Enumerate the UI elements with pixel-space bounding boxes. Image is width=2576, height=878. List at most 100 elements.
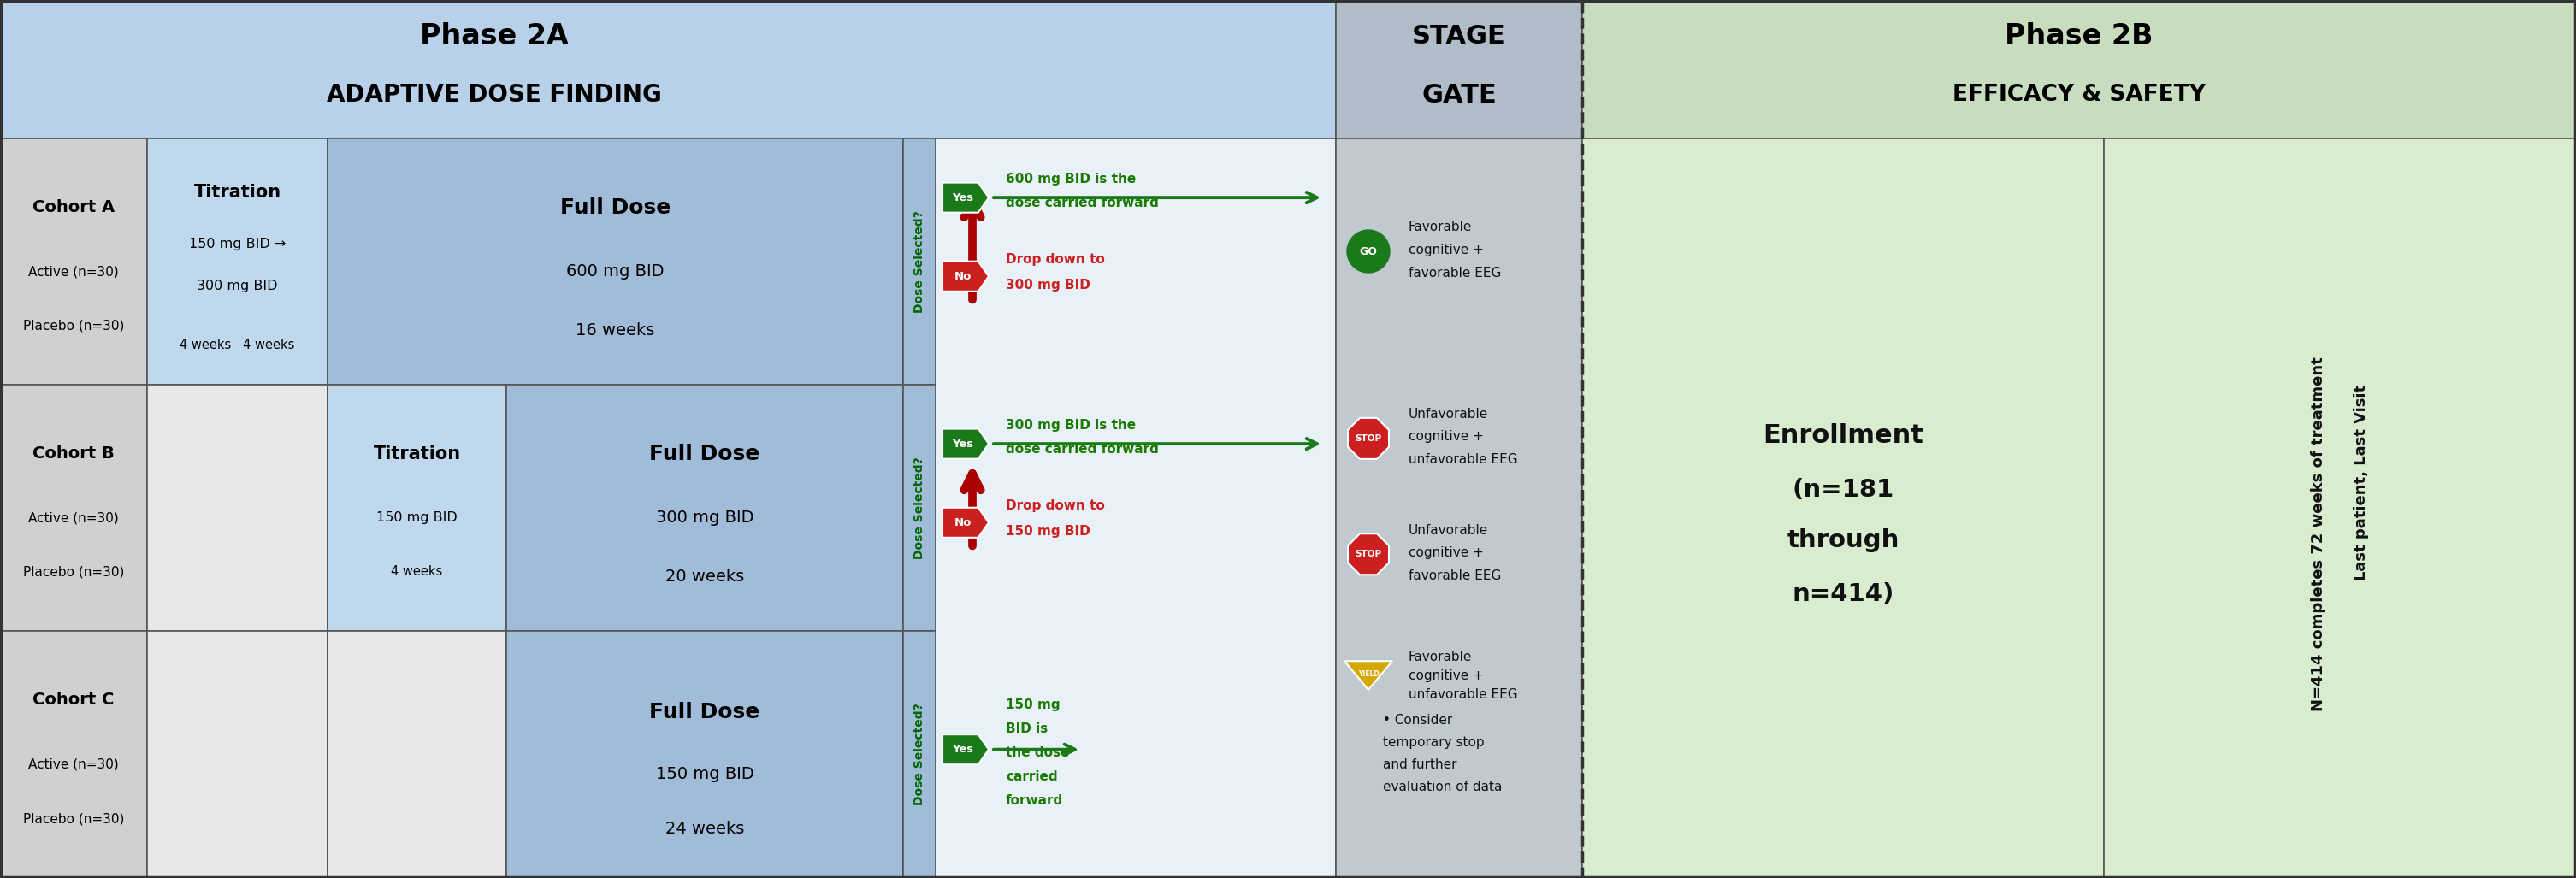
Text: Cohort B: Cohort B <box>33 445 113 462</box>
Text: Dose Selected?: Dose Selected? <box>914 703 925 806</box>
FancyBboxPatch shape <box>507 385 904 631</box>
Polygon shape <box>943 428 989 459</box>
Text: Active (n=30): Active (n=30) <box>28 265 118 277</box>
Text: Drop down to: Drop down to <box>1005 499 1105 512</box>
Text: No: No <box>953 270 971 282</box>
Text: YIELD: YIELD <box>1358 670 1378 678</box>
FancyBboxPatch shape <box>507 631 904 878</box>
Text: dose carried forward: dose carried forward <box>1005 443 1159 456</box>
FancyBboxPatch shape <box>935 139 1337 878</box>
Text: STOP: STOP <box>1355 550 1381 558</box>
Text: GO: GO <box>1360 246 1378 257</box>
Text: STAGE: STAGE <box>1412 25 1507 49</box>
Text: EFFICACY & SAFETY: EFFICACY & SAFETY <box>1953 83 2205 106</box>
Text: Phase 2A: Phase 2A <box>420 23 569 51</box>
FancyBboxPatch shape <box>147 139 327 385</box>
Text: 300 mg BID is the: 300 mg BID is the <box>1005 419 1136 431</box>
Polygon shape <box>943 507 989 537</box>
Text: Placebo (n=30): Placebo (n=30) <box>23 812 124 825</box>
Text: temporary stop: temporary stop <box>1383 736 1484 749</box>
Text: Full Dose: Full Dose <box>559 198 670 218</box>
FancyBboxPatch shape <box>1582 139 2105 878</box>
Text: 16 weeks: 16 weeks <box>577 322 654 339</box>
Text: 300 mg BID: 300 mg BID <box>1005 278 1090 291</box>
Polygon shape <box>943 183 989 212</box>
Text: Active (n=30): Active (n=30) <box>28 758 118 771</box>
FancyBboxPatch shape <box>0 139 147 385</box>
Text: Favorable: Favorable <box>1409 221 1473 234</box>
FancyBboxPatch shape <box>327 631 507 878</box>
Text: forward: forward <box>1005 795 1064 807</box>
Polygon shape <box>943 735 989 765</box>
FancyBboxPatch shape <box>0 0 1337 139</box>
Polygon shape <box>1347 418 1388 459</box>
Text: Full Dose: Full Dose <box>649 443 760 464</box>
FancyBboxPatch shape <box>2105 139 2576 878</box>
Text: 150 mg BID: 150 mg BID <box>376 511 459 524</box>
Text: BID is: BID is <box>1005 723 1048 736</box>
Text: 4 weeks: 4 weeks <box>392 565 443 579</box>
Text: Cohort C: Cohort C <box>33 692 113 709</box>
FancyBboxPatch shape <box>147 631 327 878</box>
Text: ADAPTIVE DOSE FINDING: ADAPTIVE DOSE FINDING <box>327 83 662 107</box>
Text: Favorable: Favorable <box>1409 651 1473 663</box>
Text: cognitive +: cognitive + <box>1409 243 1484 256</box>
Text: the dose: the dose <box>1005 746 1069 759</box>
Text: favorable EEG: favorable EEG <box>1409 266 1502 279</box>
FancyBboxPatch shape <box>327 385 507 631</box>
FancyBboxPatch shape <box>1582 0 2576 139</box>
FancyBboxPatch shape <box>1337 0 1582 139</box>
Text: 24 weeks: 24 weeks <box>665 820 744 837</box>
Text: GATE: GATE <box>1422 83 1497 107</box>
Text: Cohort A: Cohort A <box>33 199 116 216</box>
Text: evaluation of data: evaluation of data <box>1383 781 1502 793</box>
Text: Titration: Titration <box>374 445 461 462</box>
Text: 4 weeks   4 weeks: 4 weeks 4 weeks <box>180 339 294 352</box>
Text: STOP: STOP <box>1355 435 1381 443</box>
Text: 300 mg BID: 300 mg BID <box>196 280 278 292</box>
Text: favorable EEG: favorable EEG <box>1409 569 1502 582</box>
Text: 150 mg BID: 150 mg BID <box>1005 525 1090 537</box>
Text: dose carried forward: dose carried forward <box>1005 197 1159 209</box>
Text: Dose Selected?: Dose Selected? <box>914 211 925 313</box>
Text: N=414 completes 72 weeks of treatment: N=414 completes 72 weeks of treatment <box>2311 356 2326 711</box>
Text: Placebo (n=30): Placebo (n=30) <box>23 320 124 332</box>
Text: 150 mg: 150 mg <box>1005 699 1061 711</box>
Text: unfavorable EEG: unfavorable EEG <box>1409 453 1517 466</box>
Text: Drop down to: Drop down to <box>1005 253 1105 266</box>
Text: Unfavorable: Unfavorable <box>1409 524 1489 536</box>
FancyBboxPatch shape <box>1337 139 1582 878</box>
Text: Enrollment: Enrollment <box>1762 423 1924 448</box>
Text: Titration: Titration <box>193 184 281 201</box>
FancyBboxPatch shape <box>147 385 327 631</box>
Text: Full Dose: Full Dose <box>649 702 760 723</box>
FancyBboxPatch shape <box>327 139 904 385</box>
Text: cognitive +: cognitive + <box>1409 546 1484 559</box>
Polygon shape <box>1347 534 1388 575</box>
Text: and further: and further <box>1383 758 1458 771</box>
Text: 20 weeks: 20 weeks <box>665 569 744 585</box>
Text: Yes: Yes <box>953 192 974 203</box>
Text: n=414): n=414) <box>1793 582 1893 606</box>
Text: 300 mg BID: 300 mg BID <box>657 509 755 526</box>
Text: carried: carried <box>1005 771 1059 783</box>
FancyBboxPatch shape <box>904 631 935 878</box>
Text: • Consider: • Consider <box>1383 714 1453 726</box>
Text: No: No <box>953 517 971 529</box>
Text: 150 mg BID →: 150 mg BID → <box>188 238 286 251</box>
Text: Phase 2B: Phase 2B <box>2004 23 2154 51</box>
FancyBboxPatch shape <box>0 631 147 878</box>
Text: through: through <box>1788 529 1899 553</box>
FancyBboxPatch shape <box>0 385 147 631</box>
FancyBboxPatch shape <box>904 139 935 385</box>
Text: Yes: Yes <box>953 744 974 755</box>
Polygon shape <box>943 262 989 291</box>
Text: unfavorable EEG: unfavorable EEG <box>1409 687 1517 701</box>
Text: Active (n=30): Active (n=30) <box>28 511 118 524</box>
Text: Last patient, Last Visit: Last patient, Last Visit <box>2354 385 2370 580</box>
Polygon shape <box>1345 661 1394 690</box>
Text: cognitive +: cognitive + <box>1409 430 1484 443</box>
Text: 600 mg BID is the: 600 mg BID is the <box>1005 172 1136 185</box>
Text: 150 mg BID: 150 mg BID <box>657 766 755 782</box>
Text: Yes: Yes <box>953 438 974 450</box>
